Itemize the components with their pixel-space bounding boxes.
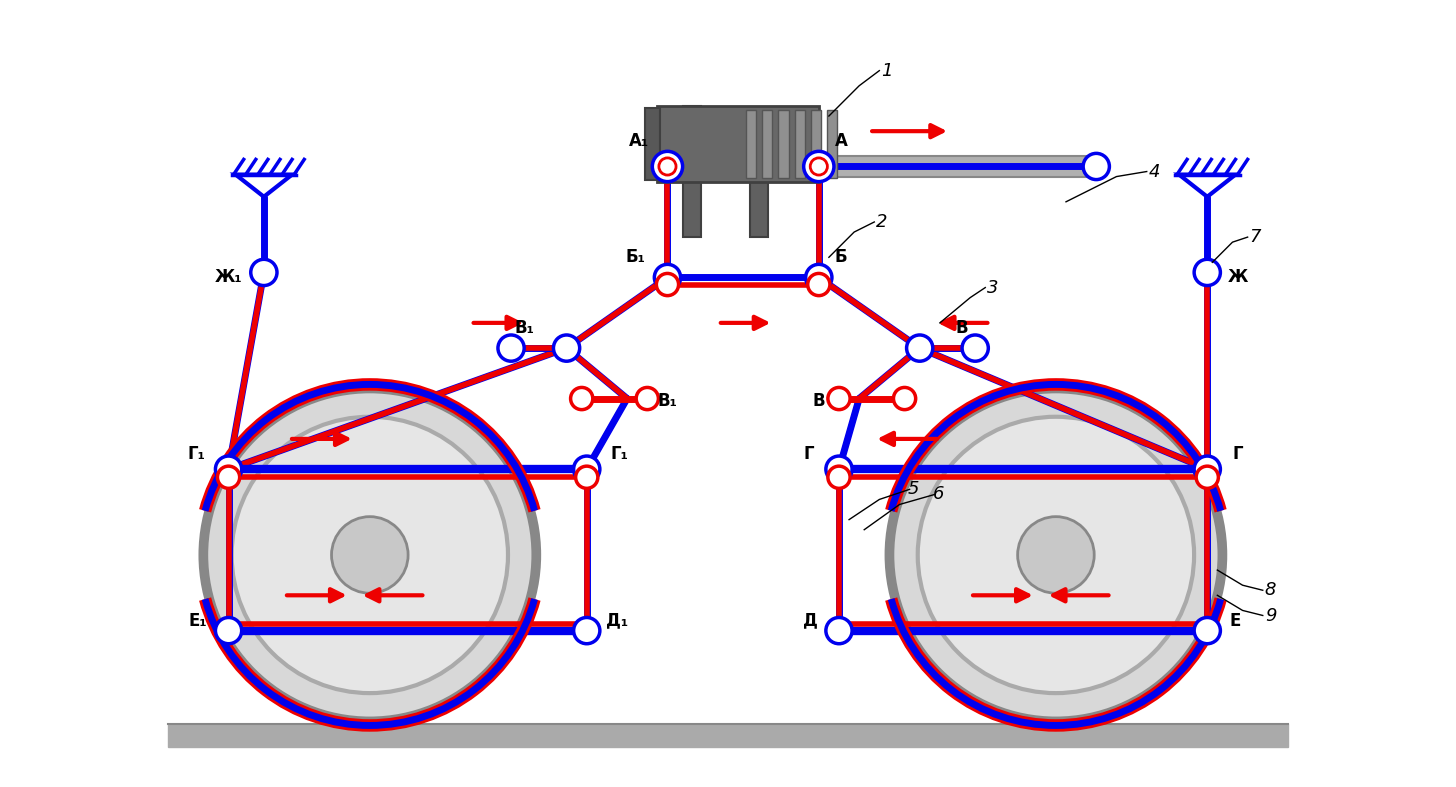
Circle shape [810,158,827,175]
Circle shape [917,417,1194,693]
Circle shape [826,456,852,482]
Circle shape [636,387,658,410]
Bar [779,110,789,178]
Text: Г₁: Г₁ [610,445,628,463]
Text: Д₁: Д₁ [606,611,628,630]
Text: В₁: В₁ [514,319,534,337]
Circle shape [1197,466,1219,489]
Text: 4: 4 [1149,163,1160,180]
Bar [795,110,805,178]
Text: 8: 8 [1265,582,1277,599]
Circle shape [575,466,598,489]
Circle shape [894,387,916,410]
Bar [824,157,1096,176]
Circle shape [498,335,524,361]
Circle shape [805,264,831,290]
Text: Г: Г [1232,445,1243,463]
Bar [645,108,661,179]
Text: В: В [955,319,968,337]
Text: Ж₁: Ж₁ [214,268,242,286]
Circle shape [215,618,242,644]
Bar [167,725,1289,747]
Text: 3: 3 [987,279,999,297]
Text: Б: Б [834,248,847,266]
Text: 1: 1 [881,61,893,79]
Circle shape [215,456,242,482]
Bar [827,110,837,178]
Text: Б₁: Б₁ [625,248,645,266]
Circle shape [828,387,850,410]
Circle shape [652,151,683,182]
Circle shape [574,456,600,482]
Circle shape [1018,516,1095,593]
Circle shape [232,417,508,693]
Circle shape [826,618,852,644]
Text: Г₁: Г₁ [188,445,205,463]
Circle shape [553,335,579,361]
Circle shape [1194,259,1220,286]
Circle shape [660,158,676,175]
Circle shape [907,335,933,361]
Text: Ж: Ж [1227,268,1248,286]
Circle shape [657,273,678,296]
Circle shape [574,618,600,644]
Circle shape [804,151,834,182]
Bar [763,110,772,178]
Text: 7: 7 [1249,228,1261,246]
Bar [750,172,769,237]
Text: Д: Д [804,611,818,630]
Text: 2: 2 [877,213,888,231]
Text: Г: Г [804,445,814,463]
Circle shape [1194,618,1220,644]
Circle shape [808,273,830,296]
Bar [683,106,700,237]
Text: Е: Е [1230,611,1241,630]
Circle shape [828,466,850,489]
Circle shape [204,389,536,722]
Text: А: А [834,132,847,150]
Text: Е₁: Е₁ [189,611,208,630]
Bar [745,110,756,178]
Text: А₁: А₁ [629,132,649,150]
Circle shape [217,466,240,489]
Bar [811,110,821,178]
Circle shape [1083,153,1109,179]
Text: В: В [812,392,826,409]
Text: 6: 6 [933,486,945,504]
Circle shape [654,264,680,290]
Text: 5: 5 [907,480,919,498]
Circle shape [571,387,593,410]
Circle shape [250,259,277,286]
Circle shape [1194,456,1220,482]
Bar [657,106,818,182]
Circle shape [890,389,1223,722]
Circle shape [332,516,408,593]
Text: 9: 9 [1265,607,1277,625]
Circle shape [962,335,989,361]
Text: В₁: В₁ [658,392,677,409]
